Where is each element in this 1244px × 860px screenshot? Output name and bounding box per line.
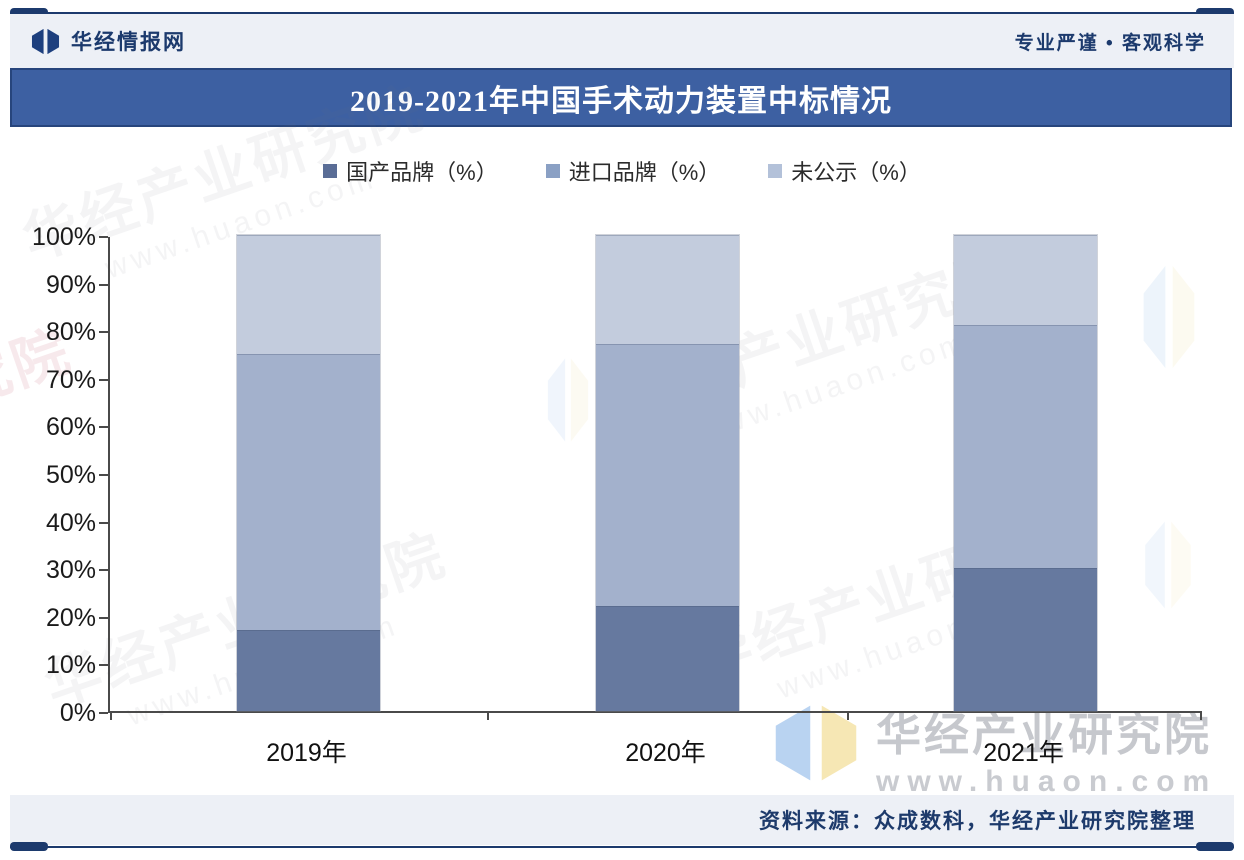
bar-2021年 <box>954 235 1097 711</box>
y-tick-label: 20% <box>45 603 96 632</box>
y-tick-label: 50% <box>45 461 96 489</box>
bar-segment-进口品牌（%） <box>237 354 380 631</box>
y-tick-label: 90% <box>45 270 96 299</box>
x-axis-label: 2019年 <box>266 739 347 767</box>
legend-item: 国产品牌（%） <box>323 155 498 187</box>
bar-2020年 <box>596 235 739 711</box>
bottom-rule <box>10 846 1234 848</box>
header: 华经情报网 专业严谨 • 客观科学 <box>10 14 1234 68</box>
y-tick-mark <box>99 616 108 619</box>
stacked-bar-chart: 0% 10% 20% 30% 40% 50% 60% 70% 80% 90% 100% 2019年 2… <box>0 223 1210 777</box>
y-tick-label: 80% <box>45 318 96 347</box>
bar-segment-未公示（%） <box>596 235 739 345</box>
legend-label: 国产品牌（%） <box>346 160 498 185</box>
x-tick-mark <box>110 711 112 720</box>
legend-label: 进口品牌（%） <box>568 160 721 185</box>
x-tick-mark <box>1200 711 1202 720</box>
brand: 华经情报网 <box>30 26 186 56</box>
y-tick-mark <box>99 426 108 429</box>
bar-segment-国产品牌（%） <box>596 606 739 711</box>
bar-segment-国产品牌（%） <box>954 568 1097 711</box>
legend: 国产品牌（%） 进口品牌（%） 未公示（%） <box>0 153 1244 189</box>
bottom-rule-right-dash <box>1196 842 1234 851</box>
y-tick-mark <box>99 474 108 476</box>
bottom-rule-left-dash <box>10 842 48 851</box>
y-tick-label: 0% <box>59 699 96 727</box>
bar-segment-进口品牌（%） <box>954 325 1097 569</box>
footer: 资料来源：众成数科，华经产业研究院整理 <box>10 795 1234 845</box>
legend-item: 进口品牌（%） <box>545 155 721 187</box>
legend-swatch <box>323 164 338 178</box>
top-rule-left-dash <box>10 8 48 17</box>
x-axis-label: 2020年 <box>625 739 706 767</box>
y-tick-label: 60% <box>45 413 96 442</box>
y-tick-mark <box>99 236 108 238</box>
legend-swatch <box>768 164 783 178</box>
y-tick-label: 40% <box>45 508 96 537</box>
legend-item: 未公示（%） <box>768 155 921 187</box>
brand-name: 华经情报网 <box>71 31 186 54</box>
y-tick-label: 100% <box>32 223 96 251</box>
y-tick-mark <box>99 378 108 381</box>
title-band: 2019-2021年中国手术动力装置中标情况 <box>10 68 1232 127</box>
y-tick-mark <box>99 569 108 572</box>
y-tick-mark <box>99 712 108 714</box>
source-note: 资料来源：众成数科，华经产业研究院整理 <box>759 810 1196 833</box>
chart-title: 2019-2021年中国手术动力装置中标情况 <box>350 84 892 118</box>
bar-segment-进口品牌（%） <box>596 344 739 607</box>
top-rule-right-dash <box>1196 8 1234 17</box>
x-axis-label: 2021年 <box>983 739 1064 767</box>
legend-label: 未公示（%） <box>791 160 921 185</box>
bar-segment-未公示（%） <box>237 235 380 355</box>
bar-segment-国产品牌（%） <box>237 630 380 711</box>
y-tick-label: 30% <box>45 556 96 585</box>
y-tick-mark <box>99 521 108 524</box>
y-tick-mark <box>99 283 108 286</box>
legend-swatch <box>545 164 560 178</box>
bar-2019年 <box>237 235 380 711</box>
bar-segment-未公示（%） <box>954 235 1097 326</box>
top-rule <box>10 12 1234 14</box>
plot-area <box>99 235 1202 720</box>
header-tagline: 专业严谨 • 客观科学 <box>1014 32 1206 54</box>
y-tick-mark <box>99 664 108 667</box>
open-book-logo-icon <box>31 28 60 54</box>
x-tick-mark <box>847 711 849 720</box>
x-tick-mark <box>487 711 489 720</box>
y-tick-label: 70% <box>45 365 96 394</box>
y-tick-mark <box>99 331 108 334</box>
y-tick-label: 10% <box>45 651 96 680</box>
